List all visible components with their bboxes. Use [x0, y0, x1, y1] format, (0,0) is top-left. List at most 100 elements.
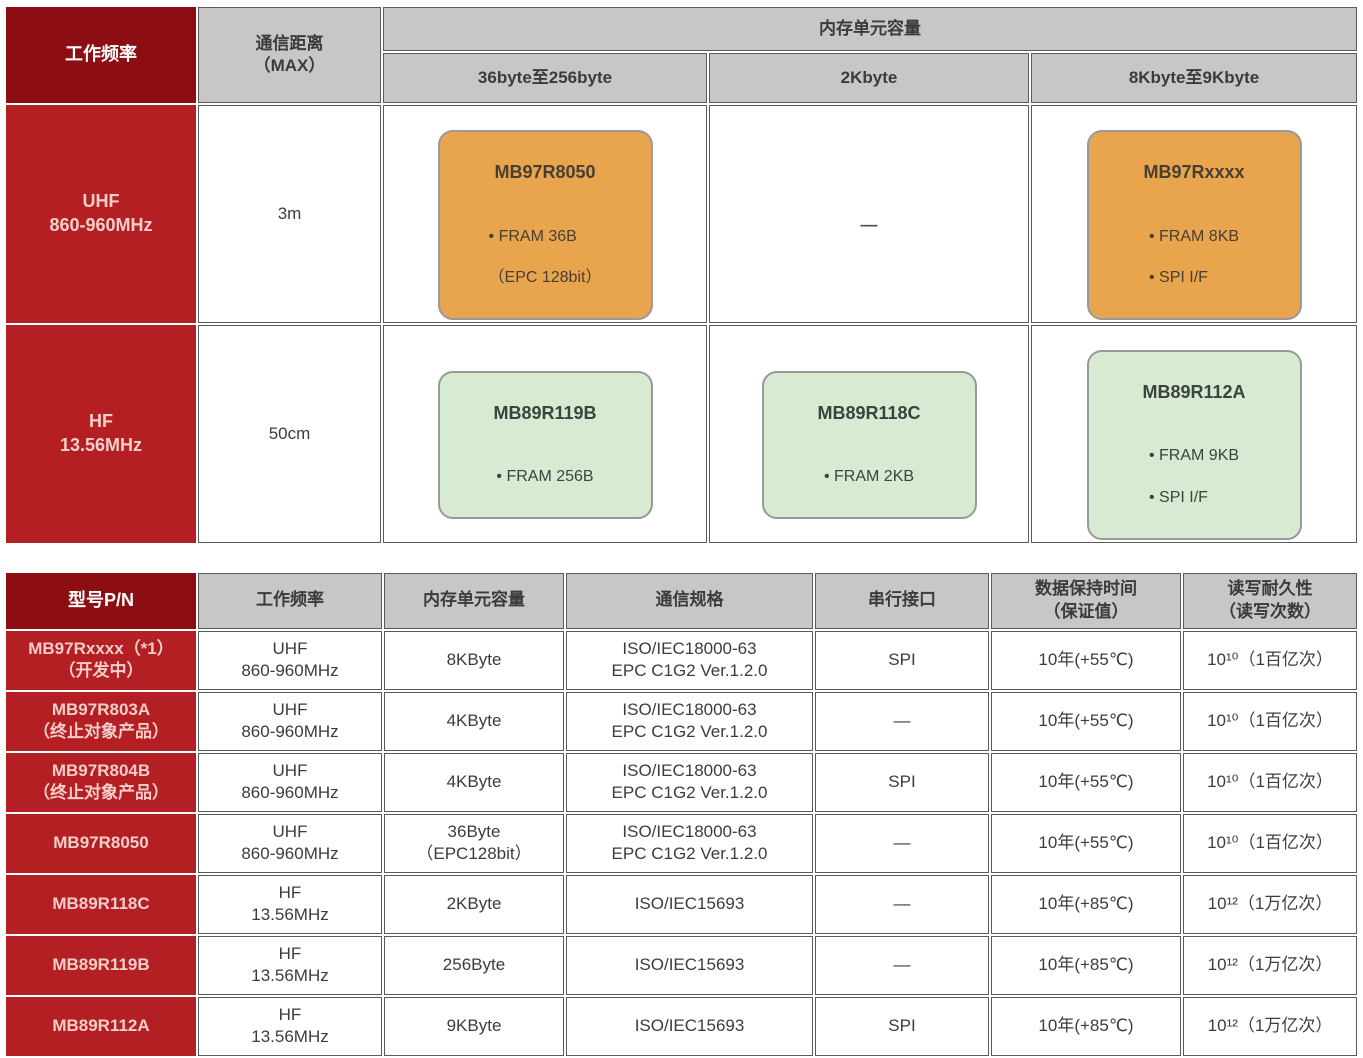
chip-detail-line: • FRAM 9KB	[1148, 447, 1240, 465]
spec-cell-capacity: 8KByte	[384, 630, 564, 690]
spec-cell-protocol: ISO/IEC15693	[566, 996, 813, 1056]
spec-cell-frequency: HF 13.56MHz	[198, 996, 382, 1056]
spec-cell-retention: 10年(+55℃)	[991, 691, 1181, 751]
spec-cell-serial: —	[815, 813, 989, 873]
spec-cell-capacity: 9KByte	[384, 996, 564, 1056]
spec-cell-protocol: ISO/IEC18000-63 EPC C1G2 Ver.1.2.0	[566, 813, 813, 873]
spec-cell-protocol: ISO/IEC15693	[566, 874, 813, 934]
matrix-row-header-hf: HF 13.56MHz	[6, 324, 196, 543]
matrix-header-row-2: 36byte至256byte 2Kbyte 8Kbyte至9Kbyte	[6, 53, 1357, 103]
model-cell: MB97Rxxxx（*1） （开发中）	[6, 630, 196, 690]
spec-cell-retention: 10年(+85℃)	[991, 935, 1181, 995]
spec-header-pn: 型号P/N	[6, 572, 196, 629]
chip-details: • FRAM 8KB • SPI I/F	[1149, 206, 1239, 310]
spec-row-mb89r112a: MB89R112A HF 13.56MHz 9KByte ISO/IEC1569…	[6, 996, 1357, 1056]
spec-row-mb97r803a: MB97R803A （终止对象产品） UHF 860-960MHz 4KByte…	[6, 691, 1357, 751]
spec-cell-retention: 10年(+85℃)	[991, 996, 1181, 1056]
spec-cell-protocol: ISO/IEC18000-63 EPC C1G2 Ver.1.2.0	[566, 752, 813, 812]
spec-cell-frequency: HF 13.56MHz	[198, 874, 382, 934]
matrix-row-uhf: UHF 860-960MHz 3m MB97R8050 • FRAM 36B （…	[6, 105, 1357, 323]
spec-row-mb97r8050: MB97R8050 UHF 860-960MHz 36Byte （EPC128b…	[6, 813, 1357, 873]
spec-cell-capacity: 256Byte	[384, 935, 564, 995]
matrix-row-header-uhf: UHF 860-960MHz	[6, 105, 196, 323]
matrix-header-row-1: 工作频率 通信距离 （MAX） 内存单元容量	[6, 7, 1357, 103]
matrix-capacity-col-2: 2Kbyte	[709, 53, 1029, 103]
chip-title: MB97Rxxxx	[1143, 162, 1245, 183]
spec-cell-frequency: HF 13.56MHz	[198, 935, 382, 995]
chip-detail-line: • FRAM 36B	[488, 227, 577, 245]
spec-cell-endurance: 10¹⁰（1百亿次）	[1183, 813, 1357, 873]
chip-details: • FRAM 9KB • SPI I/F	[1149, 426, 1239, 530]
matrix-header-distance: 通信距离 （MAX）	[198, 7, 381, 103]
chip-title: MB89R112A	[1142, 381, 1246, 402]
spec-cell-frequency: UHF 860-960MHz	[198, 630, 382, 690]
model-cell: MB97R8050	[6, 813, 196, 873]
spec-cell-capacity: 36Byte （EPC128bit）	[384, 813, 564, 873]
model-cell: MB97R804B （终止对象产品）	[6, 752, 196, 812]
matrix-header-capacity: 内存单元容量	[383, 7, 1357, 51]
spec-header-endurance: 读写耐久性 （读写次数）	[1183, 572, 1357, 629]
spec-cell-endurance: 10¹⁰（1百亿次）	[1183, 630, 1357, 690]
chip-detail-line: • SPI I/F	[1148, 269, 1208, 287]
spec-cell-serial: SPI	[815, 752, 989, 812]
chip-detail-line: • SPI I/F	[1148, 488, 1208, 506]
product-chip-mb89r119b: MB89R119B • FRAM 256B	[437, 370, 653, 519]
matrix-distance-hf: 50cm	[198, 324, 381, 543]
matrix-header-frequency: 工作频率	[6, 7, 196, 103]
chip-detail-line: • FRAM 256B	[496, 468, 594, 486]
table-separator	[4, 545, 1359, 571]
product-spec-table: 型号P/N 工作频率 内存单元容量 通信规格 串行接口 数据保持时间 （保证值）…	[4, 571, 1359, 1058]
matrix-cell: MB97R8050 • FRAM 36B （EPC 128bit）	[383, 105, 707, 323]
product-chip-mb89r112a: MB89R112A • FRAM 9KB • SPI I/F	[1086, 349, 1302, 540]
chip-details: • FRAM 2KB	[824, 446, 914, 508]
spec-cell-capacity: 2KByte	[384, 874, 564, 934]
spec-cell-endurance: 10¹²（1万亿次）	[1183, 874, 1357, 934]
chip-details: • FRAM 256B	[496, 446, 593, 508]
spec-header-capacity: 内存单元容量	[384, 572, 564, 629]
spec-cell-retention: 10年(+55℃)	[991, 630, 1181, 690]
spec-cell-protocol: ISO/IEC15693	[566, 935, 813, 995]
model-cell: MB89R119B	[6, 935, 196, 995]
spec-header-serial: 串行接口	[815, 572, 989, 629]
spec-row-mb89r119b: MB89R119B HF 13.56MHz 256Byte ISO/IEC156…	[6, 935, 1357, 995]
spec-header-protocol: 通信规格	[566, 572, 813, 629]
spec-cell-serial: —	[815, 874, 989, 934]
matrix-cell: MB89R119B • FRAM 256B	[383, 324, 707, 543]
chip-detail-line: • FRAM 8KB	[1148, 227, 1240, 245]
chip-detail-line: • FRAM 2KB	[823, 468, 915, 486]
spec-cell-retention: 10年(+85℃)	[991, 874, 1181, 934]
model-cell: MB89R118C	[6, 874, 196, 934]
spec-cell-retention: 10年(+55℃)	[991, 752, 1181, 812]
matrix-cell-empty: —	[709, 105, 1029, 323]
matrix-cell: MB89R112A • FRAM 9KB • SPI I/F	[1031, 324, 1357, 543]
dash-placeholder: —	[860, 214, 878, 234]
spec-cell-retention: 10年(+55℃)	[991, 813, 1181, 873]
spec-cell-frequency: UHF 860-960MHz	[198, 691, 382, 751]
spec-row-mb97r804b: MB97R804B （终止对象产品） UHF 860-960MHz 4KByte…	[6, 752, 1357, 812]
model-cell: MB89R112A	[6, 996, 196, 1056]
spec-cell-endurance: 10¹⁰（1百亿次）	[1183, 691, 1357, 751]
spec-cell-capacity: 4KByte	[384, 691, 564, 751]
model-cell: MB97R803A （终止对象产品）	[6, 691, 196, 751]
spec-cell-protocol: ISO/IEC18000-63 EPC C1G2 Ver.1.2.0	[566, 630, 813, 690]
matrix-distance-uhf: 3m	[198, 105, 381, 323]
spec-row-mb97rxxxx: MB97Rxxxx（*1） （开发中） UHF 860-960MHz 8KByt…	[6, 630, 1357, 690]
spec-cell-frequency: UHF 860-960MHz	[198, 752, 382, 812]
spec-cell-serial: SPI	[815, 630, 989, 690]
spec-cell-serial: —	[815, 935, 989, 995]
chip-title: MB97R8050	[494, 162, 596, 183]
spec-cell-capacity: 4KByte	[384, 752, 564, 812]
spec-header-row: 型号P/N 工作频率 内存单元容量 通信规格 串行接口 数据保持时间 （保证值）…	[6, 572, 1357, 629]
spec-cell-endurance: 10¹²（1万亿次）	[1183, 996, 1357, 1056]
matrix-cell: MB89R118C • FRAM 2KB	[709, 324, 1029, 543]
matrix-capacity-col-1: 36byte至256byte	[383, 53, 707, 103]
product-chip-mb89r118c: MB89R118C • FRAM 2KB	[761, 370, 977, 519]
spec-cell-endurance: 10¹²（1万亿次）	[1183, 935, 1357, 995]
spec-header-retention: 数据保持时间 （保证值）	[991, 572, 1181, 629]
spec-cell-serial: —	[815, 691, 989, 751]
product-chip-mb97r8050: MB97R8050 • FRAM 36B （EPC 128bit）	[437, 130, 653, 320]
spec-cell-protocol: ISO/IEC18000-63 EPC C1G2 Ver.1.2.0	[566, 691, 813, 751]
matrix-capacity-col-3: 8Kbyte至9Kbyte	[1031, 53, 1357, 103]
spec-cell-endurance: 10¹⁰（1百亿次）	[1183, 752, 1357, 812]
